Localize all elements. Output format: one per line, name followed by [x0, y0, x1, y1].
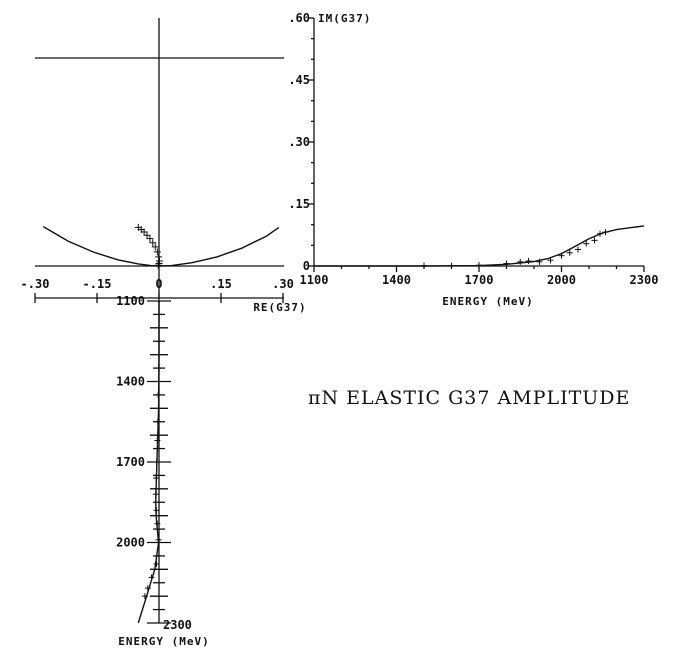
chart-title: πN ELASTIC G37 AMPLITUDE — [308, 387, 630, 409]
energy-axis-tick-label: 1700 — [116, 455, 145, 469]
re-axis-title: RE(G37) — [253, 301, 306, 314]
im-curve — [314, 225, 645, 267]
im-data-point — [591, 237, 598, 244]
energy-x-axis-tick-label: 1700 — [465, 273, 494, 287]
im-data-point — [517, 258, 524, 265]
argand-data-point — [155, 253, 163, 261]
re-axis-tick-label: -.15 — [83, 277, 112, 291]
im-data-point — [597, 230, 603, 237]
energy-axis-title: ENERGY (MeV) — [118, 635, 209, 648]
energy-data-point — [148, 574, 155, 581]
energy-axis-tick-label: 1400 — [116, 375, 145, 389]
energy-data-point — [153, 459, 160, 465]
energy-data-point — [156, 324, 162, 331]
energy-vs-re-plot: 1100 1400 1700 2000 2300 ENERGY (MeV) — [116, 294, 209, 648]
im-data-point — [421, 262, 427, 269]
energy-data-point — [144, 585, 151, 592]
argand-data-point — [143, 231, 151, 239]
im-y-axis-title: IM(G37) — [318, 12, 371, 25]
energy-x-axis-tick-label: 2000 — [547, 273, 576, 287]
im-y-axis-tick-label: .45 — [288, 73, 310, 87]
argand-data-point — [146, 235, 154, 243]
argand-data-point — [155, 260, 163, 268]
argand-data-point — [153, 248, 161, 256]
im-y-axis-tick-label: .60 — [288, 11, 310, 25]
argand-plot: -.30 -.15 0 .15 .30 RE(G37) — [21, 18, 306, 314]
energy-data-point — [155, 391, 162, 398]
im-data-point — [566, 249, 573, 256]
im-data-point — [448, 262, 455, 269]
energy-x-axis-tick-label: 2300 — [630, 273, 659, 287]
re-axis-tick-label: 0 — [155, 277, 162, 291]
im-data-point — [525, 258, 532, 265]
argand-data-point — [154, 261, 162, 269]
energy-data-point — [154, 520, 161, 527]
re-axis-tick-label: .15 — [210, 277, 232, 291]
energy-data-point — [155, 365, 162, 372]
energy-data-point — [141, 593, 148, 600]
energy-data-point — [154, 418, 161, 425]
energy-data-point — [153, 560, 160, 567]
energy-data-point — [152, 491, 159, 498]
energy-x-axis-tick-label: 1100 — [300, 273, 329, 287]
im-vs-energy-plot: 1100 1400 1700 2000 2300 ENERGY (MeV) 0 .15 .30.… — [288, 11, 658, 308]
im-data-point — [602, 229, 609, 236]
im-y-axis-tick-label: 0 — [303, 259, 310, 273]
im-data-point — [476, 262, 482, 269]
energy-axis-tick-label: 2300 — [163, 618, 192, 632]
argand-curve — [42, 225, 280, 267]
im-data-point — [503, 260, 510, 267]
im-data-point — [536, 258, 543, 265]
energy-axis-tick-label: 1100 — [116, 294, 145, 308]
im-data-point — [547, 257, 554, 264]
energy-data-point — [154, 437, 161, 444]
argand-data-point — [140, 228, 148, 236]
energy-data-point — [153, 475, 160, 482]
im-y-axis-tick-label: .30 — [288, 135, 310, 149]
energy-data-point — [153, 507, 160, 514]
energy-x-axis-tick-label: 1400 — [382, 273, 411, 287]
argand-data-point — [151, 243, 159, 251]
re-axis-tick-label: .30 — [272, 277, 294, 291]
energy-data-point — [155, 536, 162, 543]
im-data-point — [558, 252, 565, 259]
im-y-axis-tick-label: .15 — [288, 197, 310, 211]
energy-axis-tick-label: 2000 — [116, 536, 145, 550]
energy-curve — [137, 301, 160, 624]
re-axis-tick-label: -.30 — [21, 277, 50, 291]
im-data-point — [575, 246, 581, 253]
energy-x-axis-title: ENERGY (MeV) — [442, 295, 533, 308]
im-data-point — [583, 240, 590, 247]
argand-data-point — [149, 239, 157, 247]
